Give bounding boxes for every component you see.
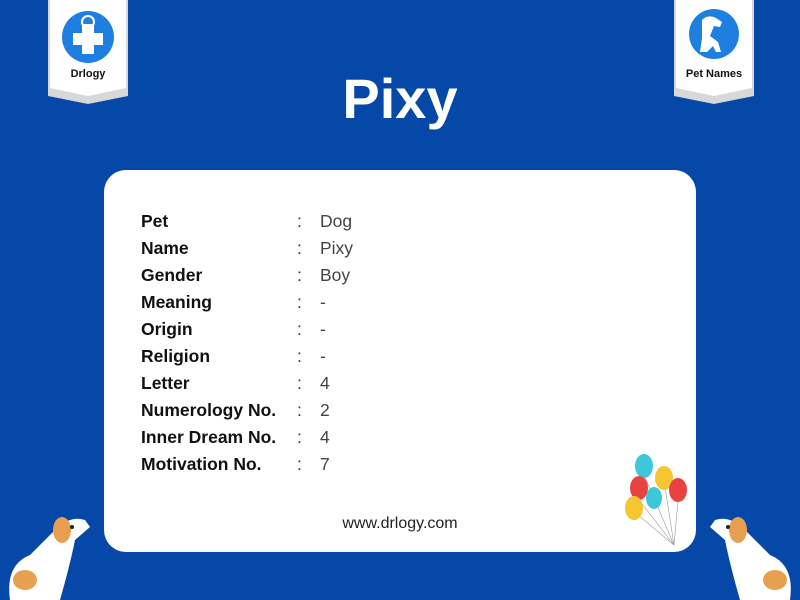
- badge-shape: [674, 0, 754, 104]
- stethoscope-cross-icon: [73, 24, 103, 54]
- info-row: Name: Pixy: [141, 235, 541, 262]
- page-title: Pixy: [342, 67, 458, 130]
- row-separator: :: [297, 265, 302, 285]
- row-label: Numerology No.: [141, 400, 277, 420]
- row-separator: :: [297, 238, 302, 258]
- info-row: Origin: -: [141, 316, 541, 343]
- info-row: Pet: Dog: [141, 208, 541, 235]
- row-separator: :: [297, 373, 302, 393]
- pet-names-badge[interactable]: Pet Names: [674, 0, 754, 104]
- row-separator: :: [297, 211, 302, 231]
- badge-shape: [48, 0, 128, 104]
- balloons-icon: [625, 454, 687, 546]
- row-separator: :: [297, 346, 302, 366]
- info-row: Gender: Boy: [141, 262, 541, 289]
- info-card: Pet: Dog Name: Pixy Gender: Boy Meaning: - Origi…: [104, 170, 696, 552]
- website-link[interactable]: www.drlogy.com: [342, 515, 458, 532]
- info-row: Motivation No.:7: [141, 451, 541, 478]
- dog-cat-icon: [700, 16, 722, 52]
- row-label: Religion: [141, 346, 211, 366]
- row-value: -: [320, 346, 326, 366]
- row-value: 4: [320, 427, 330, 447]
- row-value: -: [320, 292, 326, 312]
- info-row: Religion: -: [141, 343, 541, 370]
- info-row: Inner Dream No.:4: [141, 424, 541, 451]
- row-label: Inner Dream No.: [141, 427, 277, 447]
- row-separator: :: [297, 427, 302, 447]
- row-separator: :: [297, 319, 302, 339]
- row-label: Origin: [141, 319, 193, 339]
- row-value: -: [320, 319, 326, 339]
- dog-right-icon: [710, 517, 791, 600]
- row-label: Meaning: [141, 292, 212, 312]
- row-value: Pixy: [320, 238, 354, 258]
- row-value: Dog: [320, 211, 353, 231]
- row-value: 7: [320, 454, 330, 474]
- row-value: 2: [320, 400, 330, 420]
- drlogy-badge[interactable]: Drlogy: [48, 0, 128, 104]
- badge-label: Pet Names: [685, 68, 743, 80]
- row-separator: :: [297, 400, 302, 420]
- info-row: Numerology No.:2: [141, 397, 541, 424]
- row-label: Letter: [141, 373, 190, 393]
- badge-label: Drlogy: [70, 68, 106, 80]
- row-label: Gender: [141, 265, 203, 285]
- row-label: Motivation No.: [141, 454, 262, 474]
- dog-left-icon: [9, 517, 91, 600]
- row-label: Name: [141, 238, 189, 258]
- info-row: Letter:4: [141, 370, 541, 397]
- row-separator: :: [297, 454, 302, 474]
- row-separator: :: [297, 292, 302, 312]
- row-value: 4: [320, 373, 330, 393]
- row-value: Boy: [320, 265, 351, 285]
- row-label: Pet: [141, 211, 169, 231]
- info-row: Meaning: -: [141, 289, 541, 316]
